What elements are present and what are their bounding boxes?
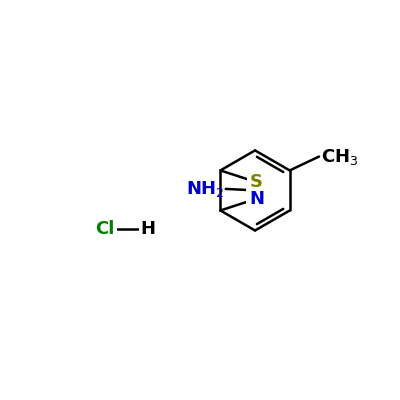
Text: N: N <box>249 190 264 208</box>
Text: S: S <box>250 173 263 191</box>
Text: NH$_2$: NH$_2$ <box>186 179 224 199</box>
Text: CH$_3$: CH$_3$ <box>321 146 359 166</box>
Text: H: H <box>140 220 155 238</box>
Text: Cl: Cl <box>96 220 115 238</box>
